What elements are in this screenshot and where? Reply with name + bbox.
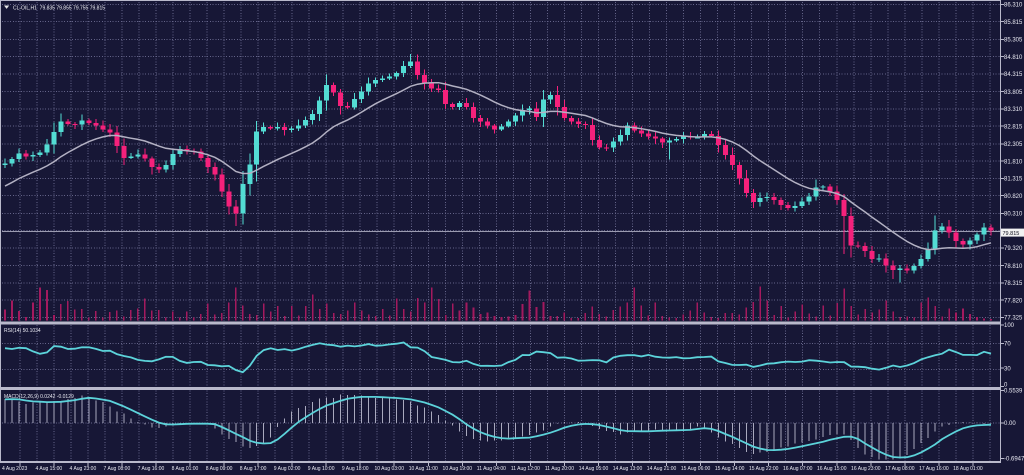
- svg-text:8 Aug 17:00: 8 Aug 17:00: [240, 466, 267, 472]
- svg-text:16 Aug 07:00: 16 Aug 07:00: [783, 466, 813, 472]
- svg-text:86.310: 86.310: [1004, 3, 1023, 9]
- svg-text:7 Aug 08:00: 7 Aug 08:00: [104, 466, 131, 472]
- svg-text:11 Aug 04:00: 11 Aug 04:00: [477, 466, 506, 472]
- svg-text:85.305: 85.305: [1004, 38, 1023, 44]
- svg-text:11 Aug 12:00: 11 Aug 12:00: [511, 466, 540, 472]
- svg-text:78.315: 78.315: [1004, 281, 1023, 287]
- svg-text:CL-OIL,H1 79.835 79.855 79.75: CL-OIL,H1 79.835 79.855 79.755 79.815: [13, 6, 105, 12]
- svg-text:0.5539: 0.5539: [1004, 389, 1023, 395]
- svg-text:17 Aug 08:00: 17 Aug 08:00: [885, 466, 915, 472]
- svg-text:85.815: 85.815: [1004, 20, 1023, 26]
- svg-text:14 Aug 05:00: 14 Aug 05:00: [579, 466, 609, 472]
- svg-text:11 Aug 20:00: 11 Aug 20:00: [545, 466, 574, 472]
- svg-text:9 Aug 18:00: 9 Aug 18:00: [342, 466, 369, 472]
- svg-text:15 Aug 14:00: 15 Aug 14:00: [715, 466, 745, 472]
- svg-text:79.815: 79.815: [1003, 231, 1020, 237]
- svg-text:10 Aug 19:00: 10 Aug 19:00: [443, 466, 473, 472]
- svg-text:82.815: 82.815: [1004, 124, 1023, 130]
- svg-text:83.310: 83.310: [1004, 107, 1023, 113]
- svg-text:4 Aug 2023: 4 Aug 2023: [2, 466, 28, 472]
- svg-text:80.310: 80.310: [1004, 212, 1023, 218]
- svg-text:8 Aug 09:00: 8 Aug 09:00: [206, 466, 233, 472]
- svg-text:100: 100: [1004, 323, 1015, 329]
- svg-text:-0.6947: -0.6947: [1004, 457, 1024, 463]
- svg-text:84.315: 84.315: [1004, 72, 1023, 78]
- svg-text:0.00: 0.00: [1004, 421, 1016, 427]
- svg-text:7 Aug 16:00: 7 Aug 16:00: [138, 466, 165, 472]
- svg-text:30: 30: [1004, 366, 1011, 372]
- svg-text:17 Aug 16:00: 17 Aug 16:00: [919, 466, 949, 472]
- svg-text:9 Aug 10:00: 9 Aug 10:00: [308, 466, 335, 472]
- svg-text:8 Aug 01:00: 8 Aug 01:00: [172, 466, 199, 472]
- svg-text:16 Aug 15:00: 16 Aug 15:00: [817, 466, 847, 472]
- svg-text:80.820: 80.820: [1004, 194, 1023, 200]
- svg-text:14 Aug 13:00: 14 Aug 13:00: [613, 466, 643, 472]
- svg-text:84.810: 84.810: [1004, 55, 1023, 61]
- svg-text:77.325: 77.325: [1004, 316, 1023, 322]
- svg-text:10 Aug 11:00: 10 Aug 11:00: [409, 466, 438, 472]
- svg-text:83.805: 83.805: [1004, 90, 1023, 96]
- svg-text:MACD(12,26,9) 0.0242 -0.0129: MACD(12,26,9) 0.0242 -0.0129: [4, 394, 74, 400]
- svg-text:15 Aug 22:00: 15 Aug 22:00: [749, 466, 779, 472]
- svg-text:16 Aug 23:00: 16 Aug 23:00: [851, 466, 881, 472]
- svg-text:79.320: 79.320: [1004, 246, 1023, 252]
- svg-text:81.810: 81.810: [1004, 159, 1023, 165]
- svg-text:15 Aug 06:00: 15 Aug 06:00: [681, 466, 711, 472]
- svg-text:RSI(14) 50.1034: RSI(14) 50.1034: [4, 328, 41, 334]
- svg-text:14 Aug 21:00: 14 Aug 21:00: [647, 466, 677, 472]
- svg-text:78.810: 78.810: [1004, 264, 1023, 270]
- svg-text:4 Aug 15:00: 4 Aug 15:00: [35, 466, 62, 472]
- svg-text:82.305: 82.305: [1004, 142, 1023, 148]
- svg-text:4 Aug 23:00: 4 Aug 23:00: [70, 466, 97, 472]
- svg-text:77.820: 77.820: [1004, 298, 1023, 304]
- svg-text:70: 70: [1004, 342, 1011, 348]
- svg-text:0: 0: [1004, 383, 1008, 389]
- svg-text:9 Aug 02:00: 9 Aug 02:00: [274, 466, 301, 472]
- svg-text:18 Aug 01:00: 18 Aug 01:00: [953, 466, 983, 472]
- svg-text:10 Aug 03:00: 10 Aug 03:00: [375, 466, 405, 472]
- svg-text:81.315: 81.315: [1004, 177, 1023, 183]
